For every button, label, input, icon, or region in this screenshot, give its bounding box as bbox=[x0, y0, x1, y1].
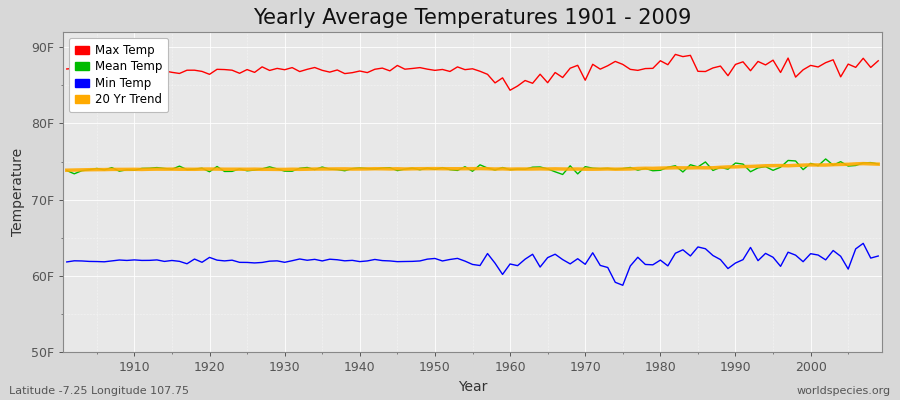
Text: Latitude -7.25 Longitude 107.75: Latitude -7.25 Longitude 107.75 bbox=[9, 386, 189, 396]
Y-axis label: Temperature: Temperature bbox=[12, 148, 25, 236]
Title: Yearly Average Temperatures 1901 - 2009: Yearly Average Temperatures 1901 - 2009 bbox=[253, 8, 692, 28]
Legend: Max Temp, Mean Temp, Min Temp, 20 Yr Trend: Max Temp, Mean Temp, Min Temp, 20 Yr Tre… bbox=[69, 38, 168, 112]
Text: worldspecies.org: worldspecies.org bbox=[796, 386, 891, 396]
X-axis label: Year: Year bbox=[458, 380, 487, 394]
